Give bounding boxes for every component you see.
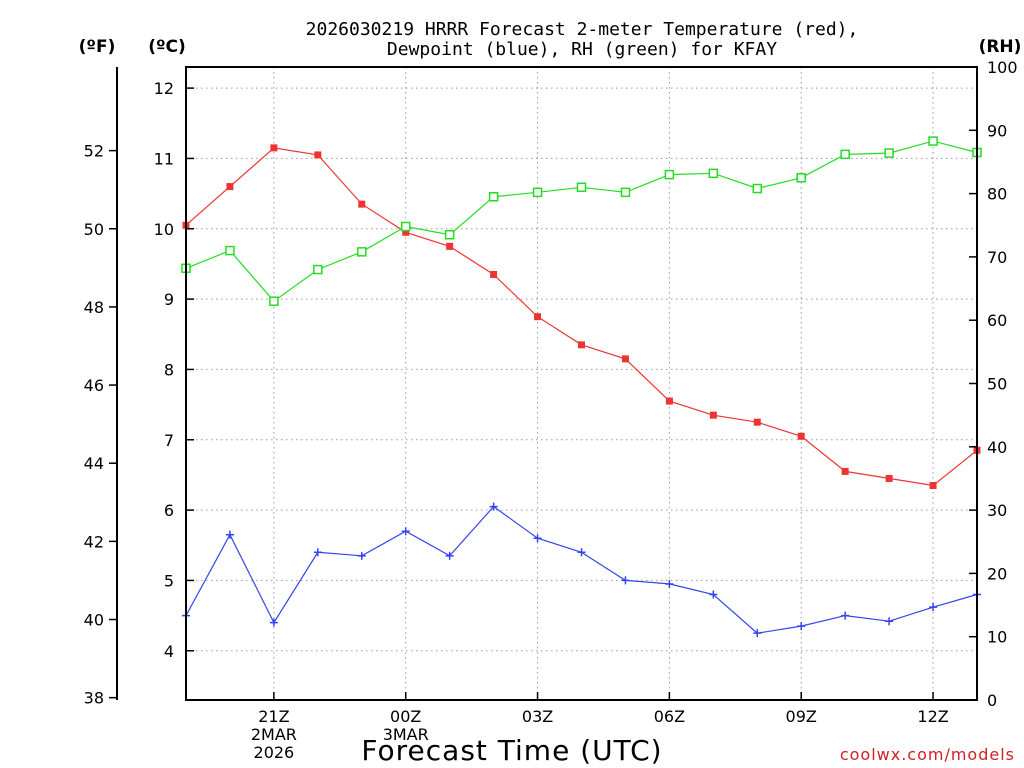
dewpoint-point — [709, 590, 718, 599]
dewpoint-point — [665, 579, 674, 588]
dewpoint-point — [489, 502, 498, 511]
celsius-tick-label: 5 — [164, 571, 174, 590]
2-meter-temperature-point — [314, 151, 322, 159]
2-meter-temperature-point — [709, 411, 717, 419]
dewpoint-point — [797, 622, 806, 631]
x-tick-label: 06Z — [654, 707, 685, 726]
x-tick-label: 00Z — [390, 707, 421, 726]
rh-axis-label: (RH) — [979, 37, 1022, 57]
fahrenheit-tick-label: 46 — [84, 376, 104, 395]
dewpoint-point — [313, 548, 322, 557]
dewpoint-point — [533, 534, 542, 543]
celsius-axis-label: (ºC) — [148, 37, 186, 57]
watermark-text: coolwx.com/models — [840, 745, 1015, 764]
rh-point — [488, 192, 499, 202]
dewpoint-point — [885, 617, 894, 626]
dewpoint-point — [445, 551, 454, 560]
x-tick-label: 12Z — [917, 707, 948, 726]
rh-tick-label: 60 — [987, 311, 1007, 330]
rh-point — [225, 245, 235, 256]
rh-point — [313, 264, 323, 275]
rh-point — [357, 247, 367, 257]
2-meter-temperature-point — [797, 432, 805, 440]
rh-point — [532, 187, 543, 198]
rh-point — [576, 182, 587, 193]
rh-point — [884, 148, 894, 158]
fahrenheit-axis-label: (ºF) — [79, 37, 116, 57]
rh-point — [664, 169, 675, 180]
x-tick-label: 09Z — [786, 707, 817, 726]
dewpoint-point — [577, 548, 586, 557]
dewpoint-point — [841, 611, 850, 620]
2-meter-temperature-point — [270, 144, 278, 152]
x-tick-label: 21Z — [258, 707, 289, 726]
celsius-tick-label: 8 — [164, 360, 174, 379]
fahrenheit-tick-label: 44 — [84, 454, 104, 473]
celsius-tick-label: 6 — [164, 501, 174, 520]
2-meter-temperature-point — [885, 474, 893, 482]
2-meter-temperature-point — [226, 183, 234, 191]
2-meter-temperature-point — [534, 313, 542, 321]
fahrenheit-tick-label: 38 — [84, 689, 104, 708]
x-tick-label: 2026 — [254, 743, 295, 762]
dewpoint-point — [357, 551, 366, 560]
fahrenheit-tick-label: 48 — [84, 298, 104, 317]
dewpoint-point — [269, 618, 278, 627]
celsius-tick-label: 11 — [154, 149, 174, 168]
rh-tick-label: 40 — [987, 438, 1007, 457]
chart-title-line2: Dewpoint (blue), RH (green) for KFAY — [387, 39, 777, 60]
rh-point — [269, 296, 279, 306]
rh-tick-label: 100 — [987, 58, 1018, 77]
rh-tick-label: 20 — [987, 564, 1007, 583]
rh-point — [708, 168, 719, 179]
2-meter-temperature-point — [358, 200, 366, 208]
rh-point — [928, 136, 938, 146]
series-layer — [181, 136, 982, 638]
dewpoint-point — [401, 527, 410, 536]
x-axis-title: Forecast Time (UTC) — [361, 734, 662, 767]
celsius-tick-label: 9 — [164, 290, 174, 309]
celsius-tick-label: 7 — [164, 431, 174, 450]
fahrenheit-tick-label: 40 — [84, 611, 104, 630]
dewpoint-point — [621, 576, 630, 585]
x-tick-label: 03Z — [522, 707, 553, 726]
rh-tick-label: 30 — [987, 501, 1007, 520]
rh-point — [752, 183, 763, 194]
dewpoint-point — [753, 629, 762, 638]
rh-point — [444, 229, 455, 240]
rh-point — [400, 221, 411, 232]
celsius-tick-label: 12 — [154, 79, 174, 98]
x-tick-label: 2MAR — [251, 725, 297, 744]
rh-point — [796, 173, 806, 183]
2-meter-temperature-point — [929, 481, 937, 489]
x-tick-label: 3MAR — [383, 725, 429, 744]
2-meter-temperature-point — [841, 467, 849, 475]
rh-tick-label: 70 — [987, 248, 1007, 267]
rh-tick-label: 50 — [987, 375, 1007, 394]
rh-tick-label: 10 — [987, 628, 1007, 647]
fahrenheit-tick-label: 50 — [84, 220, 104, 239]
dewpoint-point — [225, 530, 234, 539]
2-meter-temperature-point — [753, 418, 761, 426]
fahrenheit-tick-label: 42 — [84, 532, 104, 551]
fahrenheit-tick-label: 52 — [84, 142, 104, 161]
2-meter-temperature-point — [446, 242, 454, 250]
2-meter-temperature-point — [402, 228, 410, 236]
2-meter-temperature-point — [578, 341, 585, 349]
dewpoint-point — [929, 603, 938, 612]
2-meter-temperature-point — [621, 355, 629, 363]
2-meter-temperature-point — [665, 397, 673, 405]
celsius-tick-label: 10 — [154, 220, 174, 239]
rh-point — [620, 187, 631, 198]
rh-tick-label: 80 — [987, 185, 1007, 204]
2-meter-temperature-point — [490, 270, 498, 278]
rh-tick-label: 90 — [987, 121, 1007, 140]
rh-tick-label: 0 — [987, 691, 997, 710]
celsius-tick-label: 4 — [164, 642, 174, 661]
chart-title-line1: 2026030219 HRRR Forecast 2-meter Tempera… — [306, 19, 859, 40]
rh-point — [840, 149, 850, 160]
